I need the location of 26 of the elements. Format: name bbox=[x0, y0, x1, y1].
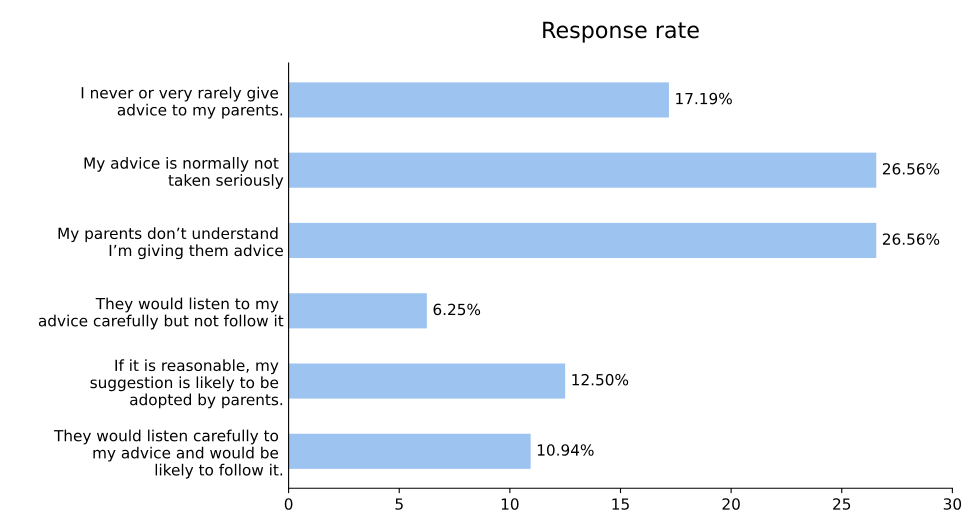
y-tick-label: My parents don’t understand I’m giving them advice bbox=[58, 227, 283, 260]
y-tick-label: My advice is normally not taken seriously bbox=[84, 156, 284, 189]
x-tick-label: 25 bbox=[833, 498, 850, 510]
x-tick-label: 0 bbox=[284, 498, 292, 510]
chart-title: Response rate bbox=[543, 22, 699, 43]
data-label: 6.25% bbox=[434, 304, 480, 316]
x-tick-label: 30 bbox=[944, 498, 962, 510]
y-tick-label: If it is reasonable, my suggestion is likely to be adopted by parents. bbox=[90, 359, 282, 408]
bar bbox=[288, 222, 876, 258]
bar bbox=[288, 434, 531, 469]
y-tick-label: They would listen carefully to my advice and would be likely to follow it. bbox=[54, 430, 282, 479]
y-tick-label: I never or very rarely give advice to my parents. bbox=[82, 86, 282, 119]
data-label: 10.94% bbox=[538, 444, 594, 456]
y-tick-label: They would listen to my advice carefully but not follow it bbox=[38, 298, 284, 330]
bar bbox=[288, 82, 669, 118]
data-label: 12.50% bbox=[572, 374, 628, 386]
x-tick-label: 20 bbox=[722, 498, 740, 510]
x-tick-label: 10 bbox=[502, 498, 519, 510]
data-label: 26.56% bbox=[882, 163, 940, 175]
x-tick-label: 15 bbox=[612, 498, 629, 510]
bar bbox=[288, 152, 876, 188]
x-tick-label: 5 bbox=[396, 498, 403, 510]
bar bbox=[288, 293, 427, 328]
data-label: 17.19% bbox=[676, 92, 732, 104]
bar bbox=[288, 363, 566, 399]
data-label: 26.56% bbox=[882, 233, 940, 245]
